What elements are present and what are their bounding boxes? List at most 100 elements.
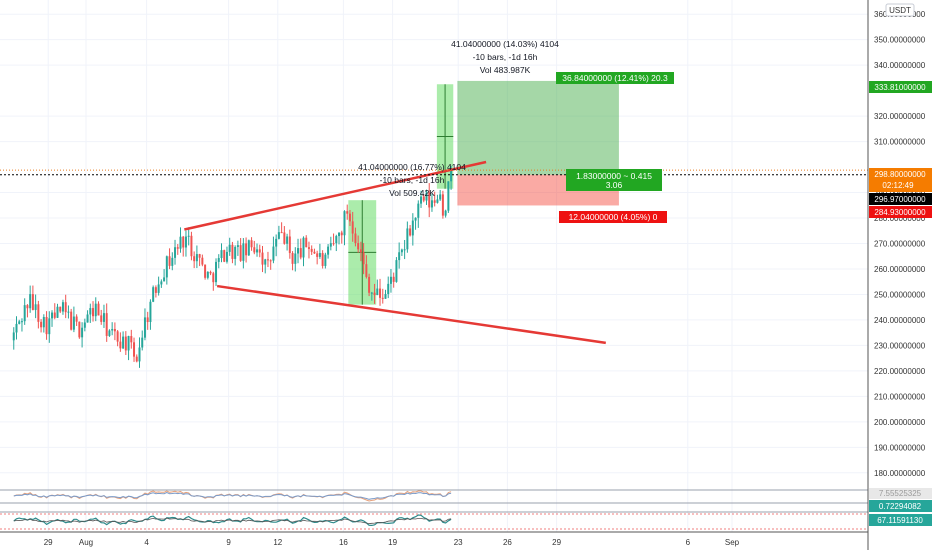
candle	[392, 272, 395, 288]
candle	[411, 213, 414, 246]
candle	[305, 235, 308, 248]
candle	[165, 255, 168, 285]
candle	[53, 303, 56, 320]
candle	[127, 335, 130, 361]
candle	[105, 303, 108, 342]
target-label: 36.84000000 (12.41%) 20.3	[556, 72, 674, 84]
candle	[29, 285, 32, 313]
candle	[83, 318, 86, 332]
candle	[447, 181, 450, 213]
candle	[122, 331, 125, 350]
candle	[250, 237, 253, 251]
candle	[245, 237, 248, 263]
candle	[179, 227, 182, 253]
oscillator-value-tags: 7.55525325 0.72294082 67.11591130	[869, 488, 932, 526]
target-price-tag: 333.81000000	[869, 81, 932, 93]
candle	[324, 252, 327, 269]
svg-text:USDT: USDT	[889, 6, 911, 15]
candle	[340, 230, 343, 244]
price-tick-label: 210.00000000	[874, 392, 926, 401]
candle	[302, 236, 305, 267]
candle	[138, 337, 141, 368]
candle	[297, 238, 300, 264]
candle	[124, 331, 127, 356]
svg-text:1.83000000 ~ 0.415: 1.83000000 ~ 0.415	[576, 171, 652, 181]
candle	[376, 279, 379, 296]
candle	[228, 237, 231, 256]
candle	[430, 194, 433, 212]
entry-price-tag: 296.97000000	[869, 193, 932, 205]
time-tick-label: 19	[388, 538, 397, 547]
candle	[335, 234, 338, 252]
candle	[130, 329, 133, 349]
candle	[64, 294, 67, 319]
candle	[59, 306, 62, 314]
candle	[264, 258, 267, 274]
candle	[201, 254, 204, 267]
measure-tool-lower[interactable]	[348, 200, 377, 305]
time-tick-label: 26	[503, 538, 512, 547]
candle	[108, 329, 111, 337]
candle	[294, 247, 297, 272]
candle	[51, 310, 54, 327]
candle	[343, 210, 346, 246]
candle	[256, 243, 259, 257]
candle	[277, 225, 280, 240]
candle	[275, 234, 278, 257]
price-tick-label: 240.00000000	[874, 316, 926, 325]
svg-text:41.04000000 (16.77%) 4104: 41.04000000 (16.77%) 4104	[358, 162, 466, 172]
target-zone[interactable]	[457, 80, 619, 175]
risk-reward-label: 1.83000000 ~ 0.415 3.06	[566, 169, 662, 191]
time-tick-label: 29	[44, 538, 53, 547]
time-axis[interactable]: 29 Aug 4 9 12 16 19 23 26 29 Sep 6	[0, 531, 868, 547]
candle	[97, 301, 100, 316]
candle	[239, 238, 242, 262]
oscillator-1-signal	[13, 491, 452, 500]
candle	[441, 190, 444, 219]
candle	[111, 322, 114, 336]
svg-text:-10 bars, -1d 16h: -10 bars, -1d 16h	[380, 175, 445, 185]
candle	[318, 243, 321, 259]
candle	[338, 232, 341, 245]
candle	[182, 235, 185, 257]
candle	[313, 248, 316, 254]
time-tick-label: 29	[552, 538, 561, 547]
candle	[310, 245, 313, 255]
candle	[329, 236, 332, 251]
candle	[146, 311, 149, 330]
time-tick-label: Sep	[725, 538, 740, 547]
candle	[133, 337, 136, 362]
candle	[384, 289, 387, 299]
upper-trendline[interactable]	[184, 160, 487, 231]
candle	[414, 217, 417, 230]
time-tick-label: 9	[226, 538, 231, 547]
long-position-tool[interactable]	[457, 80, 619, 206]
price-tick-label: 260.00000000	[874, 265, 926, 274]
candle	[365, 255, 368, 279]
candle	[261, 245, 264, 273]
lower-trendline[interactable]	[216, 284, 606, 345]
measure-mid-label: 41.04000000 (16.77%) 4104 -10 bars, -1d …	[358, 162, 466, 198]
candle	[307, 241, 310, 259]
price-axis[interactable]: 360.00000000350.00000000340.00000000320.…	[867, 0, 932, 550]
candle	[395, 257, 398, 283]
candle	[436, 194, 439, 204]
svg-text:7.55525325: 7.55525325	[879, 489, 922, 498]
candle	[357, 235, 360, 253]
candle	[381, 288, 384, 304]
candle	[266, 251, 269, 268]
time-tick-label: 6	[686, 538, 691, 547]
price-tick-label: 250.00000000	[874, 290, 926, 299]
candle	[135, 354, 138, 363]
candle	[354, 227, 357, 247]
candle	[234, 245, 237, 266]
svg-text:296.97000000: 296.97000000	[874, 195, 926, 204]
candle	[291, 251, 294, 271]
time-tick-label: 4	[144, 538, 149, 547]
candle	[163, 269, 166, 282]
price-tick-label: 340.00000000	[874, 61, 926, 70]
candle	[34, 294, 37, 319]
price-tick-label: 180.00000000	[874, 469, 926, 478]
price-tick-label: 270.00000000	[874, 240, 926, 249]
